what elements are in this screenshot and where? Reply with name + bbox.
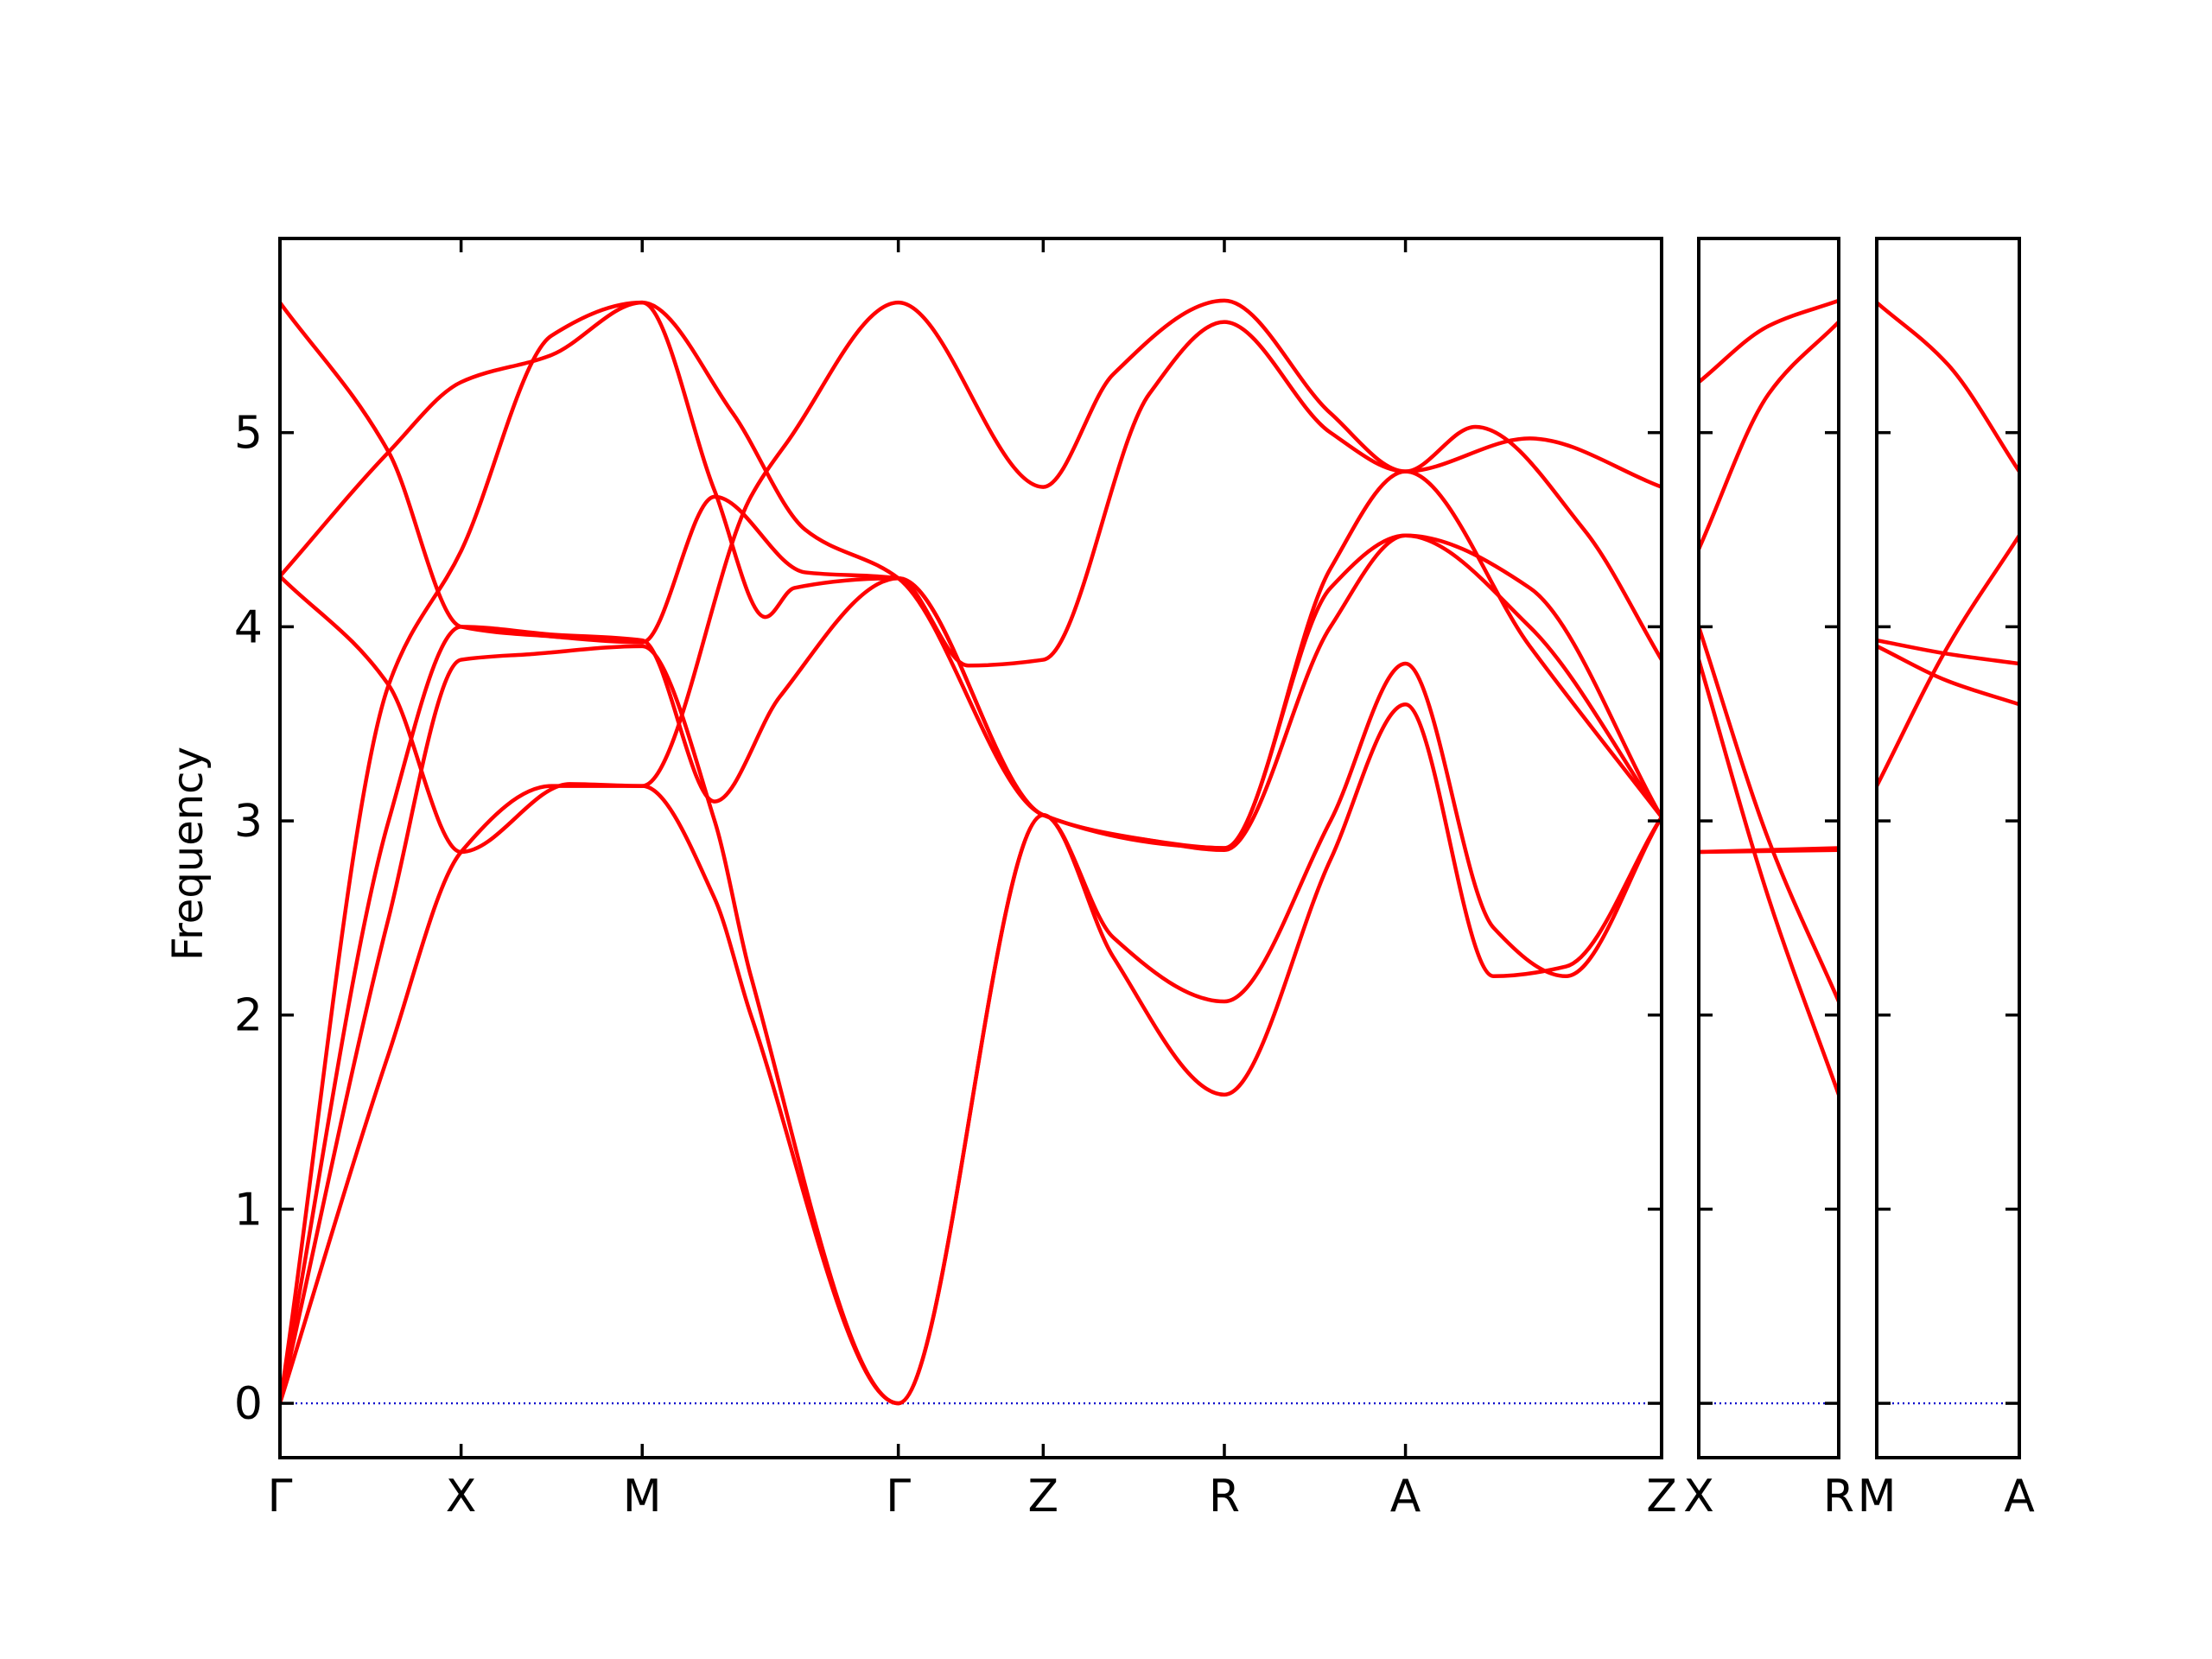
x-tick-label: Z bbox=[1646, 1471, 1677, 1522]
phonon-band-6 bbox=[1699, 846, 1839, 855]
x-tick-label: X bbox=[1683, 1471, 1714, 1522]
phonon-band-1 bbox=[280, 644, 1662, 1406]
phonon-band-2 bbox=[1699, 320, 1839, 551]
x-tick-label: A bbox=[2004, 1471, 2035, 1522]
y-axis-label: Frequency bbox=[164, 747, 213, 961]
x-tick-label: A bbox=[1390, 1471, 1421, 1522]
y-tick-label: 1 bbox=[234, 1184, 263, 1236]
phonon-band-3 bbox=[1699, 625, 1839, 1004]
x-tick-label: M bbox=[623, 1471, 662, 1522]
phonon-band-2 bbox=[280, 661, 1662, 1406]
y-tick-labels: 0 1 2 3 4 5 bbox=[234, 408, 263, 1430]
phonon-band-1 bbox=[1877, 300, 2019, 474]
band-group bbox=[1877, 300, 2019, 788]
y-tick-label: 5 bbox=[234, 408, 263, 460]
phonon-band-7 bbox=[280, 300, 1662, 850]
phonon-band-1 bbox=[1699, 298, 1839, 385]
band-group bbox=[1699, 298, 1839, 1097]
x-tick-label: Z bbox=[1028, 1471, 1059, 1522]
y-tick-label: 0 bbox=[234, 1378, 263, 1430]
y-tick-label: 2 bbox=[234, 990, 263, 1042]
panel-frame bbox=[1875, 237, 2021, 1459]
phonon-band-3 bbox=[280, 300, 1662, 1406]
panel-frame bbox=[1697, 237, 1840, 1459]
phonon-band-2 bbox=[1877, 533, 2019, 788]
phonon-band-4 bbox=[1699, 658, 1839, 1097]
x-tick-label: X bbox=[446, 1471, 477, 1522]
x-tick-label: R bbox=[1823, 1471, 1854, 1522]
phonon-band-6 bbox=[280, 300, 1662, 668]
x-tick-label: R bbox=[1209, 1471, 1240, 1522]
x-tick-label: M bbox=[1858, 1471, 1897, 1522]
y-tick-label: 4 bbox=[234, 601, 263, 653]
phonon-band-5 bbox=[280, 298, 1662, 855]
phonon-band-4 bbox=[1877, 644, 2019, 707]
band-group bbox=[280, 298, 1662, 1406]
phonon-band-3 bbox=[1877, 638, 2019, 666]
panel-frame bbox=[278, 237, 1663, 1459]
phonon-band-4 bbox=[280, 533, 1662, 1406]
x-tick-label: Γ bbox=[268, 1471, 293, 1522]
y-tick-label: 3 bbox=[234, 796, 263, 848]
x-tick-label: Γ bbox=[886, 1471, 911, 1522]
